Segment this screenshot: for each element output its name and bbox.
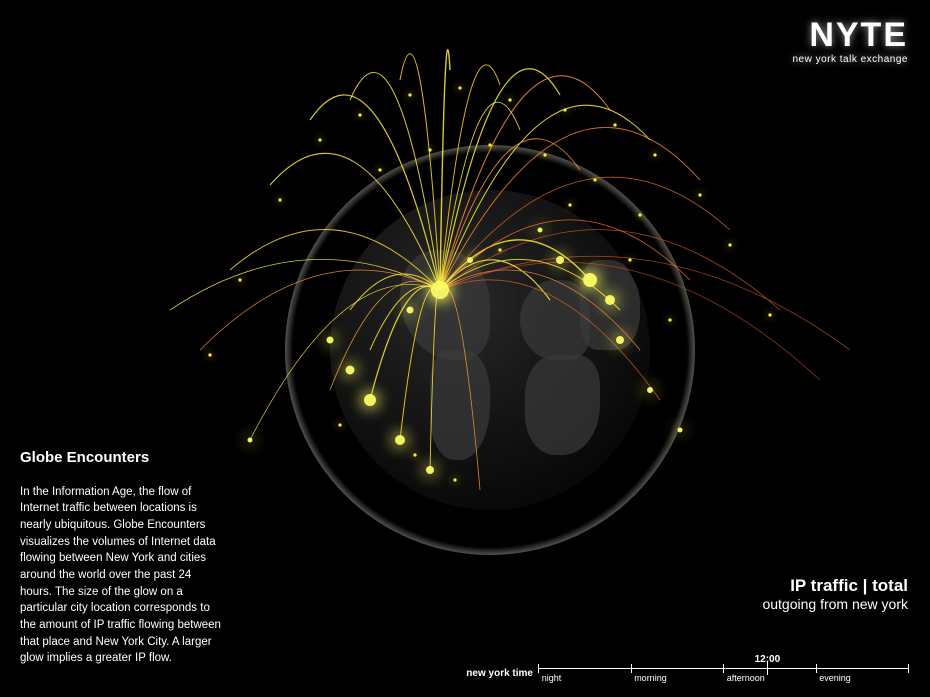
arc-dot — [378, 168, 381, 171]
timeline-segment-label: evening — [819, 673, 851, 683]
arc-dot — [563, 108, 566, 111]
traffic-sub: outgoing from new york — [762, 596, 908, 612]
timeline-tick — [908, 664, 909, 673]
timeline-track: nightmorningafternoonevening 12:00 — [538, 659, 908, 679]
traffic-main: IP traffic | total — [762, 576, 908, 596]
arc-dot — [278, 198, 281, 201]
arc-dot — [613, 123, 616, 126]
logo-subtitle: new york talk exchange — [792, 54, 908, 65]
timeline: new york time nightmorningafternooneveni… — [538, 659, 908, 679]
description-title: Globe Encounters — [20, 449, 225, 466]
arc-dot — [768, 313, 771, 316]
arc-dot — [698, 193, 701, 196]
traffic-label: IP traffic | total outgoing from new yor… — [762, 576, 908, 612]
arc-dot — [208, 353, 211, 356]
timeline-now-marker: 12:00 — [755, 654, 781, 665]
logo-title: NYTE — [792, 18, 908, 52]
description-body: In the Information Age, the flow of Inte… — [20, 484, 225, 667]
timeline-tick — [723, 664, 724, 673]
logo: NYTE new york talk exchange — [792, 18, 908, 65]
arc-dot — [653, 153, 656, 156]
arc-dot — [458, 86, 461, 89]
arc-dot — [318, 138, 321, 141]
timeline-tick — [816, 664, 817, 673]
timeline-segment-label: morning — [634, 673, 667, 683]
timeline-tick — [631, 664, 632, 673]
arc-dot — [358, 113, 361, 116]
timeline-segment-label: night — [542, 673, 562, 683]
arc-dot — [508, 98, 511, 101]
globe-body — [330, 190, 650, 510]
timeline-tick — [538, 664, 539, 673]
city-glow — [248, 438, 253, 443]
arc-dot — [408, 93, 411, 96]
arc-dot — [238, 278, 241, 281]
timeline-label: new york time — [466, 668, 533, 679]
description-panel: Globe Encounters In the Information Age,… — [20, 449, 225, 667]
arc-dot — [728, 243, 731, 246]
arc-dot — [428, 148, 431, 151]
timeline-segment-label: afternoon — [727, 673, 765, 683]
